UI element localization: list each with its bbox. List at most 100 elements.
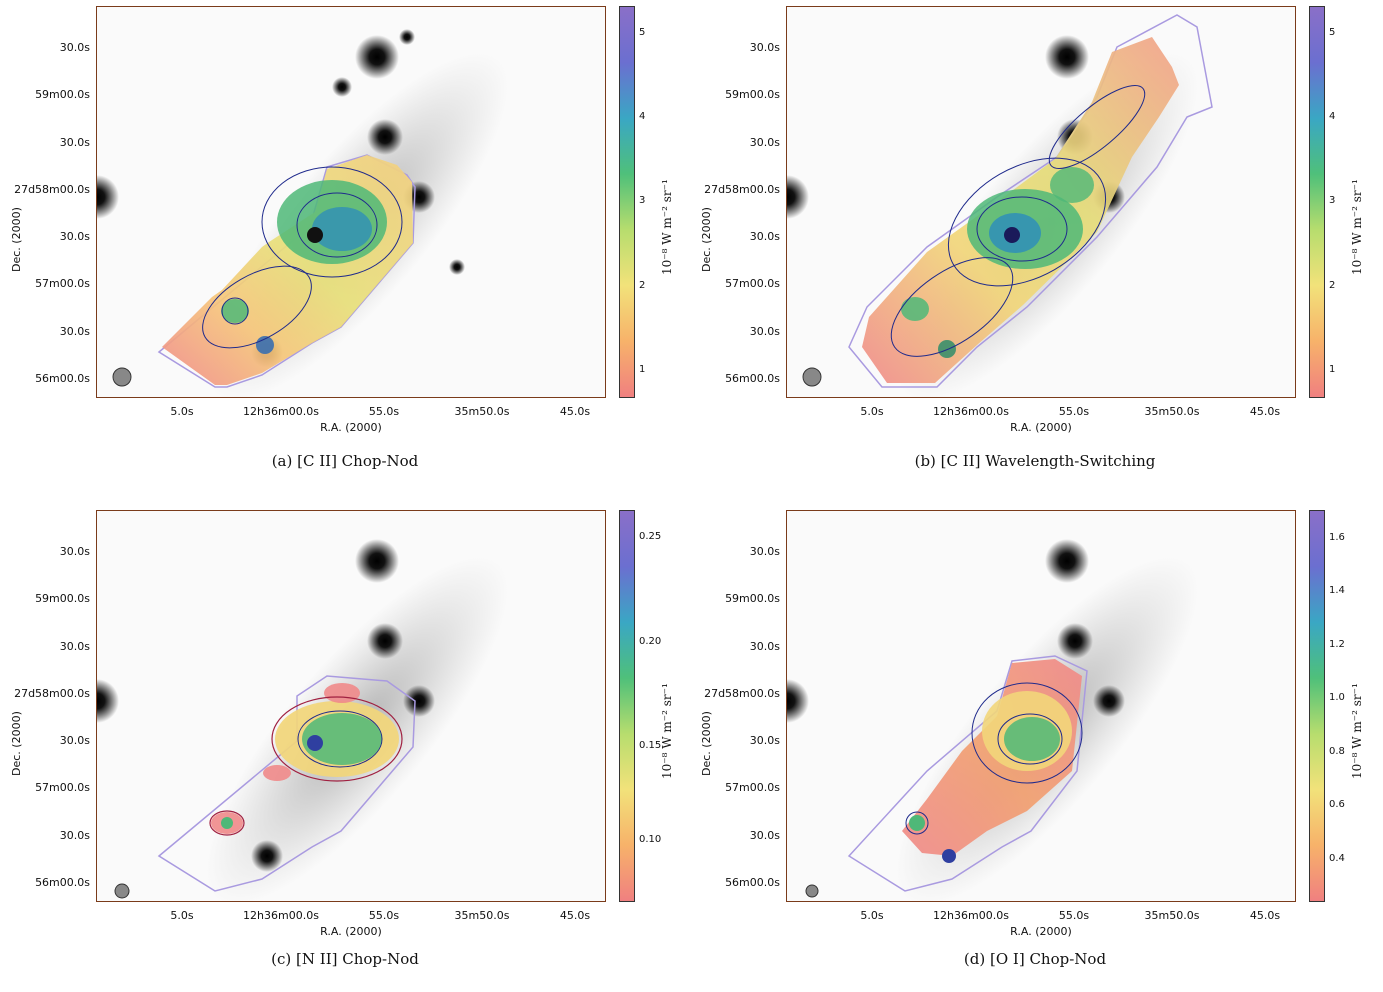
x-tick: 35m50.0s (1144, 405, 1200, 418)
colorbar-tick: 3 (639, 195, 646, 206)
x-axis-label: R.A. (2000) (1010, 925, 1072, 938)
y-tick: 30.0s (749, 734, 780, 747)
y-tick: 57m00.0s (725, 277, 780, 290)
colorbar-tick: 1.0 (1329, 692, 1345, 703)
x-tick: 12h36m00.0s (933, 909, 1009, 922)
colorbar-tick: 1.2 (1329, 639, 1345, 650)
x-tick: 45.0s (1249, 405, 1281, 418)
y-tick: 30.0s (59, 41, 90, 54)
x-tick: 45.0s (559, 405, 591, 418)
y-tick: 56m00.0s (35, 876, 90, 889)
colorbar-unit: 10⁻⁸ W m⁻² sr⁻¹ (1350, 179, 1364, 275)
emission-region (162, 155, 413, 385)
y-tick: 30.0s (59, 325, 90, 338)
colorbar-tick: 3 (1329, 195, 1336, 206)
x-tick: 45.0s (559, 909, 591, 922)
colorbar-tick: 0.15 (639, 740, 662, 751)
colorbar-tick: 4 (639, 111, 646, 122)
x-tick: 5.0s (170, 909, 194, 922)
x-tick: 55.0s (1058, 909, 1090, 922)
y-tick: 27d58m00.0s (704, 183, 780, 196)
y-tick: 30.0s (749, 545, 780, 558)
colorbar-tick: 2 (639, 280, 646, 291)
x-tick: 35m50.0s (454, 405, 510, 418)
colorbar-tick: 0.10 (639, 834, 662, 845)
map-image (96, 510, 606, 902)
y-tick: 27d58m00.0s (14, 183, 90, 196)
map-image (786, 6, 1296, 398)
y-tick: 57m00.0s (35, 277, 90, 290)
colorbar-tick: 5 (1329, 27, 1336, 38)
x-tick: 5.0s (170, 405, 194, 418)
y-axis-label: Dec. (2000) (700, 207, 713, 272)
y-tick: 56m00.0s (725, 876, 780, 889)
colorbar-tick: 1 (1329, 364, 1336, 375)
colorbar-tick: 0.25 (639, 531, 662, 542)
x-tick: 35m50.0s (1144, 909, 1200, 922)
colorbar (1309, 510, 1325, 902)
y-axis-label: Dec. (2000) (700, 711, 713, 776)
y-tick: 57m00.0s (35, 781, 90, 794)
x-axis-label: R.A. (2000) (1010, 421, 1072, 434)
y-tick: 30.0s (59, 734, 90, 747)
x-axis-label: R.A. (2000) (320, 925, 382, 938)
colorbar-unit: 10⁻⁸ W m⁻² sr⁻¹ (660, 179, 674, 275)
panel-caption: (b) [C II] Wavelength-Switching (914, 452, 1156, 470)
y-tick: 30.0s (749, 230, 780, 243)
colorbar-tick: 1 (639, 364, 646, 375)
x-tick: 35m50.0s (454, 909, 510, 922)
x-tick: 55.0s (368, 405, 400, 418)
y-tick: 56m00.0s (35, 372, 90, 385)
y-tick: 59m00.0s (35, 88, 90, 101)
map-drawing (97, 539, 509, 901)
panel-c: 30.0s 59m00.0s 30.0s 27d58m00.0s 30.0s 5… (0, 504, 690, 992)
panel-a: 30.0s 59m00.0s 30.0s 27d58m00.0s 30.0s 5… (0, 0, 690, 488)
map-drawing (97, 29, 509, 397)
y-tick: 30.0s (59, 136, 90, 149)
y-tick: 57m00.0s (725, 781, 780, 794)
colorbar-tick: 0.20 (639, 636, 662, 647)
x-tick: 12h36m00.0s (243, 909, 319, 922)
y-tick: 30.0s (749, 136, 780, 149)
map-image (96, 6, 606, 398)
colorbar-tick: 5 (639, 27, 646, 38)
y-tick: 59m00.0s (725, 88, 780, 101)
y-tick: 56m00.0s (725, 372, 780, 385)
map-drawing (787, 539, 1199, 901)
y-tick: 27d58m00.0s (704, 687, 780, 700)
y-tick: 30.0s (59, 545, 90, 558)
x-tick: 5.0s (860, 909, 884, 922)
colorbar (1309, 6, 1325, 398)
colorbar (619, 6, 635, 398)
y-tick: 59m00.0s (725, 592, 780, 605)
x-tick: 55.0s (1058, 405, 1090, 418)
panel-caption: (c) [N II] Chop-Nod (271, 950, 419, 968)
y-tick: 30.0s (59, 230, 90, 243)
x-axis-label: R.A. (2000) (320, 421, 382, 434)
colorbar-tick: 4 (1329, 111, 1336, 122)
y-tick: 30.0s (749, 41, 780, 54)
x-tick: 55.0s (368, 909, 400, 922)
panel-b: 30.0s 59m00.0s 30.0s 27d58m00.0s 30.0s 5… (690, 0, 1380, 488)
footprint-outline (157, 675, 416, 892)
colorbar-tick: 2 (1329, 280, 1336, 291)
panel-caption: (a) [C II] Chop-Nod (271, 452, 419, 470)
colorbar-tick: 0.6 (1329, 799, 1345, 810)
y-tick: 27d58m00.0s (14, 687, 90, 700)
x-tick: 45.0s (1249, 909, 1281, 922)
map-image (786, 510, 1296, 902)
y-tick: 30.0s (749, 640, 780, 653)
colorbar-unit: 10⁻⁸ W m⁻² sr⁻¹ (1350, 683, 1364, 779)
y-axis-label: Dec. (2000) (10, 711, 23, 776)
colorbar-unit: 10⁻⁸ W m⁻² sr⁻¹ (660, 683, 674, 779)
x-tick: 5.0s (860, 405, 884, 418)
colorbar (619, 510, 635, 902)
y-tick: 59m00.0s (35, 592, 90, 605)
y-tick: 30.0s (749, 325, 780, 338)
y-tick: 30.0s (59, 640, 90, 653)
y-tick: 30.0s (59, 829, 90, 842)
panel-caption: (d) [O I] Chop-Nod (963, 950, 1107, 968)
colorbar-tick: 1.4 (1329, 585, 1345, 596)
colorbar-tick: 0.8 (1329, 746, 1345, 757)
colorbar-tick: 0.4 (1329, 853, 1345, 864)
